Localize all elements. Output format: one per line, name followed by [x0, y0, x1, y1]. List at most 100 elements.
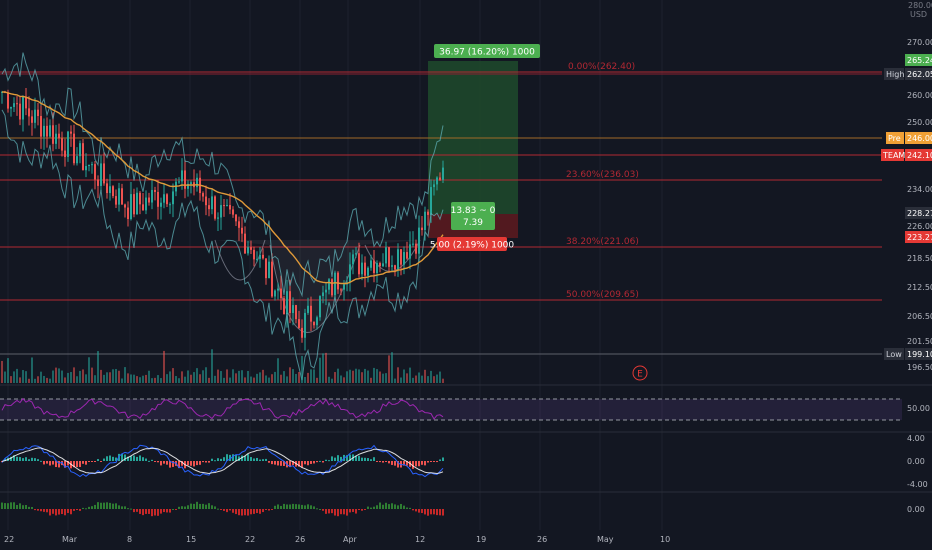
- stop-label: 5.00 (2.19%) 1000: [430, 241, 515, 251]
- macd-bar: [31, 457, 33, 461]
- time-tick: 22: [245, 535, 255, 544]
- candle-body: [55, 133, 57, 144]
- candle-body: [205, 196, 207, 206]
- volume-bar: [31, 357, 33, 383]
- macd-bar: [97, 459, 99, 461]
- candle-body: [298, 319, 300, 328]
- candle-body: [220, 205, 222, 218]
- hist-bar: [433, 509, 435, 515]
- volume-bar: [175, 376, 177, 383]
- macd-bar: [181, 461, 183, 466]
- ticker-tag-label: TEAM: [882, 151, 905, 160]
- hist-bar: [337, 509, 339, 517]
- macd-bar: [406, 461, 408, 466]
- macd-bar: [10, 456, 12, 461]
- hist-bar: [343, 509, 345, 515]
- candle-body: [211, 196, 213, 210]
- hist-bar: [295, 504, 297, 509]
- hist-bar: [13, 502, 15, 509]
- hist-bar: [280, 505, 282, 509]
- stop-label-box[interactable]: [437, 237, 507, 251]
- candle-body: [388, 247, 390, 267]
- candle-body: [139, 192, 141, 205]
- candle-body: [286, 291, 288, 315]
- hist-bar: [34, 509, 36, 511]
- hist-bar: [70, 509, 72, 515]
- candle-body: [307, 305, 309, 313]
- hist-bar: [421, 509, 423, 514]
- volume-bar: [121, 378, 123, 383]
- target-label-box[interactable]: [434, 44, 540, 58]
- candle-body: [76, 156, 78, 164]
- volume-bar: [211, 349, 213, 383]
- macd-bar: [112, 456, 114, 461]
- macd-bar: [232, 454, 234, 461]
- volume-bar: [118, 370, 120, 383]
- volume-bar: [205, 367, 207, 383]
- price-axis[interactable]: 280.00 USD 270.00 260.00 250.00 234.00 2…: [907, 1, 932, 372]
- candle-body: [127, 207, 129, 220]
- hist-bar: [148, 509, 150, 514]
- candle-body: [25, 96, 27, 109]
- candle-body: [241, 227, 243, 234]
- hist-bar: [307, 504, 309, 509]
- hist-bar: [388, 504, 390, 509]
- candle-body: [355, 253, 357, 255]
- earnings-marker[interactable]: [632, 365, 648, 381]
- macd-bar: [40, 460, 42, 462]
- hist-bar: [115, 503, 117, 509]
- volume-bar: [292, 369, 294, 383]
- volume-bar: [34, 378, 36, 383]
- high-tag: [884, 68, 904, 80]
- macd-bar: [376, 461, 378, 462]
- candle-body: [436, 177, 438, 185]
- macd-bar: [280, 461, 282, 466]
- hist-bar: [331, 509, 333, 514]
- macd-bar: [439, 459, 441, 461]
- macd-bar: [268, 461, 270, 463]
- volume-bar: [163, 350, 165, 383]
- macd-bar: [79, 461, 81, 468]
- volume-bar: [337, 368, 339, 383]
- volume-bar: [349, 369, 351, 383]
- ratio-box[interactable]: [451, 202, 495, 230]
- hist-bar: [256, 509, 258, 514]
- volume-bar: [55, 367, 57, 383]
- price-tick: 234.00: [907, 185, 932, 194]
- candle-body: [352, 254, 354, 265]
- last-badge: [905, 207, 932, 219]
- macd-bar: [121, 453, 123, 461]
- hist-bar: [376, 505, 378, 509]
- candle-body: [181, 170, 183, 182]
- candle-body: [412, 243, 414, 245]
- volume-bar: [334, 372, 336, 383]
- macd-bar: [13, 455, 15, 461]
- volume-bar: [13, 371, 15, 383]
- macd-bar: [46, 461, 48, 464]
- hist-bar: [178, 506, 180, 509]
- volume-bar: [421, 375, 423, 383]
- hist-bar: [220, 509, 222, 510]
- hist-bar: [412, 509, 414, 511]
- candle-body: [250, 247, 252, 250]
- volume-bar: [328, 376, 330, 383]
- macd-bar: [100, 461, 102, 462]
- volume-bar: [280, 374, 282, 383]
- macd-bar: [43, 461, 45, 465]
- hist-bar: [82, 507, 84, 509]
- hist-bar: [103, 502, 105, 509]
- macd-bar: [187, 461, 189, 466]
- candle-body: [391, 265, 393, 267]
- time-axis[interactable]: 22 Mar 8 15 22 26 Apr 12 19 26 May 10: [4, 535, 670, 544]
- hist-bar: [151, 509, 153, 517]
- candle-body: [28, 108, 30, 117]
- macd-bar: [19, 457, 21, 461]
- candle-body: [295, 305, 297, 320]
- candle-body: [430, 187, 432, 215]
- earnings-marker-label: E: [637, 370, 643, 380]
- candle-body: [58, 133, 60, 139]
- hist-bar: [361, 509, 363, 511]
- low-badge-value: 199.10: [907, 350, 932, 359]
- volume-bar: [184, 376, 186, 383]
